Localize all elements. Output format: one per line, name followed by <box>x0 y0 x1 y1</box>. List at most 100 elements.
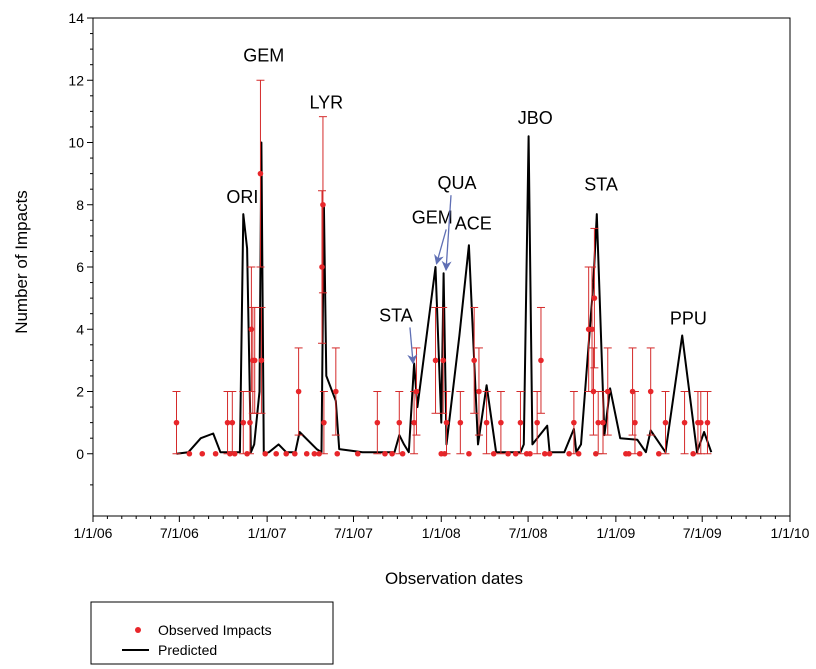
y-axis-title: Number of Impacts <box>12 190 31 334</box>
observed-point <box>457 419 464 426</box>
observed-point <box>517 419 524 426</box>
observed-point <box>229 419 236 426</box>
x-tick-label: 7/1/06 <box>160 525 199 541</box>
x-axis: 1/1/06 7/1/06 1/1/07 7/1/07 1/1/08 7/1/08 1/1/… <box>74 516 810 541</box>
y-tick-label: 12 <box>68 72 84 88</box>
observed-point <box>625 450 632 457</box>
observed-point <box>632 419 638 426</box>
observed-point <box>590 388 597 395</box>
observed-point <box>389 450 395 457</box>
y-tick-label: 8 <box>76 197 84 213</box>
observed-point <box>258 357 265 364</box>
annotation-label: STA <box>584 175 618 195</box>
observed-point <box>534 419 540 426</box>
annotations: ORI GEM LYR STA GEM QUA ACE JBO STA PPU <box>226 46 707 365</box>
annotation-label: GEM <box>412 207 453 227</box>
observed-point <box>374 419 381 426</box>
observed-point <box>248 326 255 333</box>
observed-point <box>320 201 326 208</box>
annotation-arrow <box>441 195 452 272</box>
observed-point <box>571 419 577 426</box>
annotation-arrow <box>407 327 418 365</box>
observed-point <box>591 295 598 301</box>
annotation-label: LYR <box>309 92 343 112</box>
observed-point <box>604 388 611 395</box>
observed-point <box>690 450 696 457</box>
observed-point <box>295 388 302 395</box>
y-tick-label: 10 <box>68 135 84 151</box>
observed-point <box>498 419 504 426</box>
legend-label-observed: Observed Impacts <box>158 622 272 638</box>
observed-point <box>575 450 582 457</box>
observed-point <box>483 419 490 426</box>
observed-point <box>273 450 279 457</box>
observed-point <box>321 419 327 426</box>
observed-point <box>595 419 602 426</box>
observed-point <box>413 388 420 395</box>
annotation-label: PPU <box>670 309 707 329</box>
annotation-arrow <box>434 229 447 265</box>
series-observed <box>172 79 712 457</box>
observed-point <box>432 357 439 364</box>
observed-point <box>199 450 206 457</box>
observed-point <box>334 450 341 457</box>
observed-point <box>396 419 403 426</box>
legend-marker-observed <box>135 627 141 633</box>
y-tick-label: 4 <box>76 321 84 337</box>
observed-point <box>600 419 606 426</box>
observed-point <box>319 264 325 270</box>
observed-point <box>656 450 662 457</box>
x-tick-label: 7/1/07 <box>334 525 373 541</box>
observed-point <box>466 450 472 457</box>
observed-point <box>647 388 654 395</box>
observed-point <box>440 357 446 364</box>
observed-point <box>354 450 361 457</box>
annotation-label: ACE <box>455 214 492 234</box>
observed-point <box>512 450 519 457</box>
observed-point <box>251 357 258 364</box>
observed-point <box>546 450 553 457</box>
observed-point <box>538 357 544 364</box>
x-tick-label: 1/1/06 <box>74 525 113 541</box>
observed-point <box>257 170 264 177</box>
observed-point <box>283 450 290 457</box>
observed-point <box>505 450 511 457</box>
observed-point <box>399 450 406 457</box>
observed-point <box>231 450 238 457</box>
y-tick-label: 6 <box>76 259 84 275</box>
observed-point <box>247 419 253 426</box>
observed-point <box>333 388 339 395</box>
annotation-label: JBO <box>518 108 553 128</box>
observed-point <box>303 450 310 457</box>
observed-point <box>566 450 572 457</box>
observed-point <box>240 419 247 426</box>
observed-point <box>662 419 669 426</box>
observed-point <box>697 419 704 426</box>
observed-point <box>636 450 643 457</box>
observed-point <box>212 450 219 457</box>
x-tick-label: 1/1/09 <box>596 525 635 541</box>
observed-point <box>262 450 269 457</box>
observed-point <box>224 419 231 426</box>
observed-point <box>186 450 193 457</box>
y-tick-label: 0 <box>76 446 84 462</box>
observed-point <box>589 326 595 333</box>
observed-point <box>311 450 318 457</box>
x-tick-label: 1/1/10 <box>771 525 810 541</box>
observed-point <box>541 450 548 457</box>
annotation-label: GEM <box>243 46 284 66</box>
x-tick-label: 7/1/09 <box>683 525 722 541</box>
legend-box <box>90 601 334 665</box>
observed-point <box>316 450 322 457</box>
observed-point <box>292 450 298 457</box>
observed-point <box>527 450 533 457</box>
observed-point <box>704 419 711 426</box>
legend-label-predicted: Predicted <box>158 642 217 658</box>
x-tick-label: 7/1/08 <box>509 525 548 541</box>
y-tick-label: 14 <box>68 10 84 26</box>
observed-point <box>411 419 417 426</box>
observed-point <box>476 388 482 395</box>
annotation-label: QUA <box>437 173 476 193</box>
y-tick-label: 2 <box>76 384 84 400</box>
